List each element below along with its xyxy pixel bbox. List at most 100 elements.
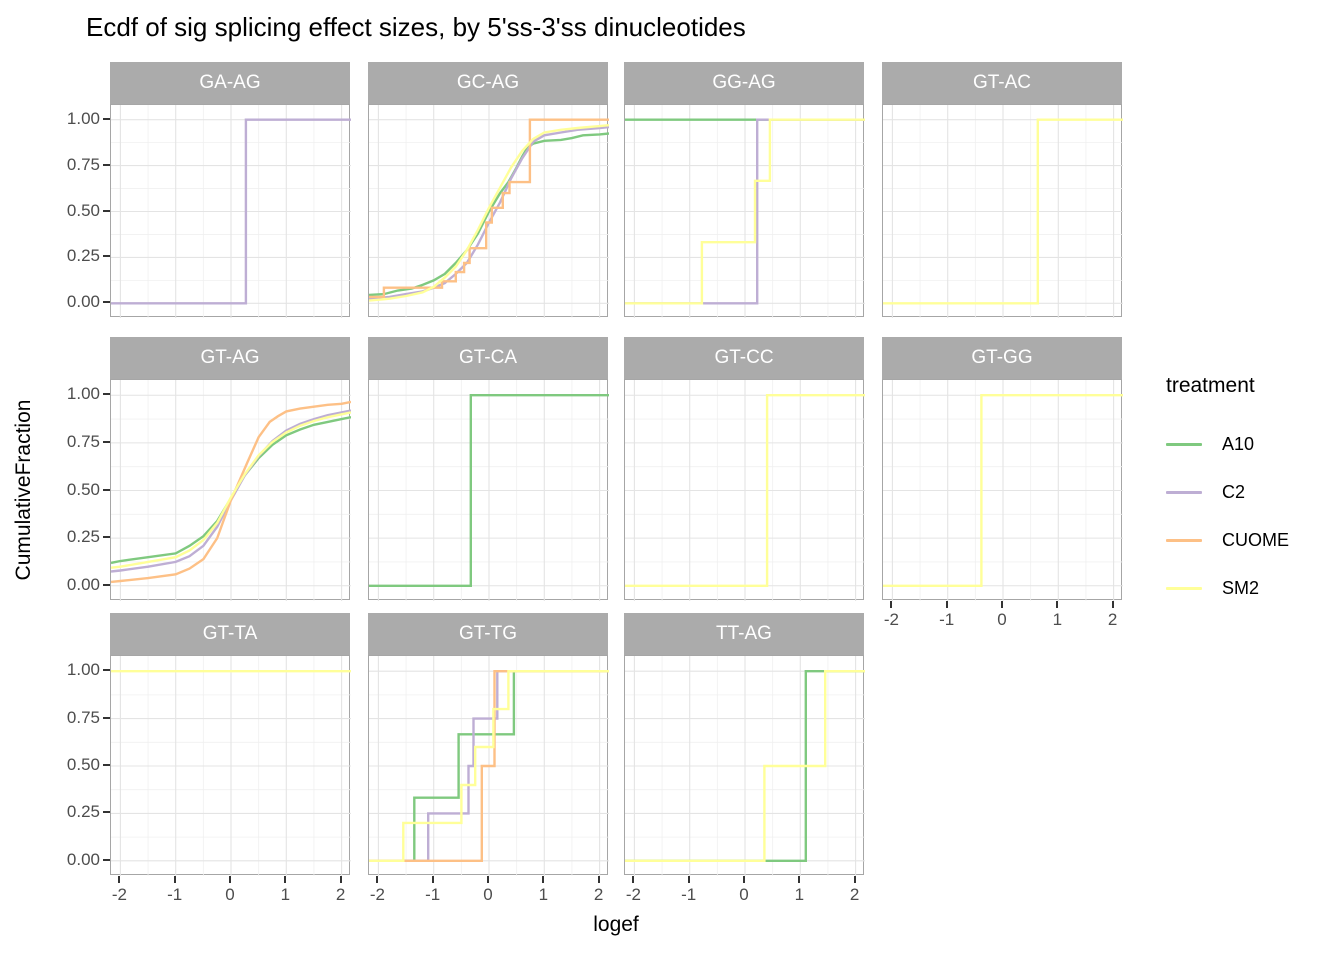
legend-item-CUOME: CUOME	[1166, 516, 1289, 564]
facet-plot-GT-GG	[883, 380, 1123, 601]
legend-items: A10 C2 CUOME SM2	[1166, 420, 1289, 612]
facet-strip-label: GT-TG	[458, 623, 518, 644]
facet-strip-label: GT-AG	[200, 347, 260, 368]
x-tick-mark	[487, 876, 489, 883]
series-GC-AG-SM2	[369, 124, 609, 302]
facet-plot-TT-AG	[625, 656, 865, 876]
y-tick-label: 0.50	[66, 755, 100, 774]
x-tick-mark	[284, 876, 287, 883]
series-GT-TG-A10	[369, 670, 609, 862]
facet-strip-label: GG-AG	[712, 72, 776, 93]
legend-item-C2: C2	[1166, 468, 1289, 516]
y-tick-label: 0.25	[66, 246, 100, 266]
facet-strip-GG-AG: GG-AG	[624, 62, 864, 104]
y-tick-label: 0.00	[66, 574, 100, 594]
facet-strip-label: GT-AC	[972, 72, 1032, 93]
facet-panel-GA-AG	[110, 104, 351, 318]
facet-strip-label: GT-TA	[202, 623, 258, 644]
facet-strip-label: GA-AG	[199, 72, 261, 93]
facet-plot-GT-TA	[111, 656, 351, 876]
legend-label: CUOME	[1222, 529, 1289, 550]
facet-strip-GC-AG: GC-AG	[368, 62, 608, 104]
x-tick-label: 1	[538, 885, 549, 904]
facet-plot-GG-AG	[625, 105, 865, 318]
y-tick-mark	[103, 393, 110, 396]
x-tick-mark	[890, 601, 893, 608]
y-tick-mark	[103, 811, 110, 814]
x-tick-mark	[597, 876, 600, 883]
facet-strip-label: GT-CA	[458, 347, 518, 368]
y-tick-label: 1.00	[66, 384, 100, 404]
y-tick-mark	[103, 209, 110, 212]
facet-strip-GT-AC: GT-AC	[882, 62, 1122, 104]
legend: treatment A10 C2 CUOME SM2	[1166, 374, 1289, 612]
series-GT-AG-CUOME	[111, 400, 351, 584]
x-tick-label: 2	[593, 885, 604, 904]
facet-panel-GT-CC	[624, 379, 865, 601]
x-tick-label: 0	[997, 610, 1007, 629]
y-tick-label: 0.50	[66, 479, 100, 499]
y-tick-mark	[103, 669, 110, 672]
x-tick-label: -2	[883, 610, 899, 629]
x-tick-mark	[376, 876, 379, 883]
legend-item-A10: A10	[1166, 420, 1289, 468]
series-GC-AG-A10	[369, 132, 609, 297]
facet-plot-GC-AG	[369, 105, 609, 318]
series-GT-TG-SM2	[369, 670, 609, 862]
series-GG-AG-SM2	[625, 118, 865, 305]
series-GA-AG-C2	[111, 118, 351, 305]
facet-plot-GT-CC	[625, 380, 865, 601]
x-tick-label: 0	[739, 885, 749, 904]
facet-strip-GT-CA: GT-CA	[368, 337, 608, 379]
y-tick-mark	[103, 536, 110, 539]
facet-panel-GT-AG	[110, 379, 351, 601]
x-axis-title: logef	[593, 913, 639, 936]
x-tick-mark	[945, 601, 948, 608]
facet-strip-GT-AG: GT-AG	[110, 337, 350, 379]
facet-panel-GC-AG	[368, 104, 609, 318]
legend-key-line-A10	[1166, 442, 1202, 446]
series-GT-AC-SM2	[883, 118, 1123, 305]
facet-panel-GT-CA	[368, 379, 609, 601]
facet-plot-GT-TG	[369, 656, 609, 876]
x-tick-mark	[229, 876, 231, 883]
x-tick-label: 1	[280, 885, 291, 904]
y-tick-label: 0.25	[66, 802, 100, 822]
x-tick-mark	[118, 876, 121, 883]
facet-plot-GT-CA	[369, 380, 609, 601]
facet-strip-label: TT-AG	[716, 623, 772, 644]
series-GT-AG-SM2	[111, 411, 351, 569]
y-tick-label: 0.50	[66, 200, 100, 220]
x-tick-label: -2	[111, 885, 127, 904]
y-tick-label: 0.75	[66, 707, 100, 727]
y-tick-mark	[103, 255, 110, 258]
legend-label: SM2	[1222, 577, 1260, 598]
y-tick-label: 1.00	[66, 108, 100, 128]
x-tick-label: 1	[794, 885, 805, 904]
series-TT-AG-SM2	[625, 670, 865, 862]
y-axis-title: CumulativeFraction	[12, 399, 35, 581]
facet-panel-GT-TG	[368, 655, 609, 876]
x-tick-mark	[431, 876, 434, 883]
series-GT-CA-A10	[369, 394, 609, 587]
x-tick-mark	[743, 876, 745, 883]
plot-title: Ecdf of sig splicing effect sizes, by 5'…	[86, 12, 746, 42]
x-tick-label: -2	[625, 885, 641, 904]
facet-strip-TT-AG: TT-AG	[624, 613, 864, 655]
y-tick-mark	[103, 764, 110, 766]
series-GT-CC-SM2	[625, 394, 865, 587]
x-tick-mark	[1111, 601, 1114, 608]
x-tick-label: -1	[681, 885, 697, 904]
facet-plot-GT-AG	[111, 380, 351, 601]
x-tick-mark	[687, 876, 690, 883]
x-tick-mark	[1056, 601, 1059, 608]
facet-strip-GA-AG: GA-AG	[110, 62, 350, 104]
y-tick-mark	[103, 583, 110, 586]
x-tick-label: 2	[849, 885, 860, 904]
facet-strip-GT-GG: GT-GG	[882, 337, 1122, 379]
y-tick-label: 0.75	[66, 431, 100, 451]
x-tick-mark	[632, 876, 635, 883]
y-tick-label: 0.00	[66, 292, 100, 312]
x-tick-label: 1	[1052, 610, 1063, 629]
